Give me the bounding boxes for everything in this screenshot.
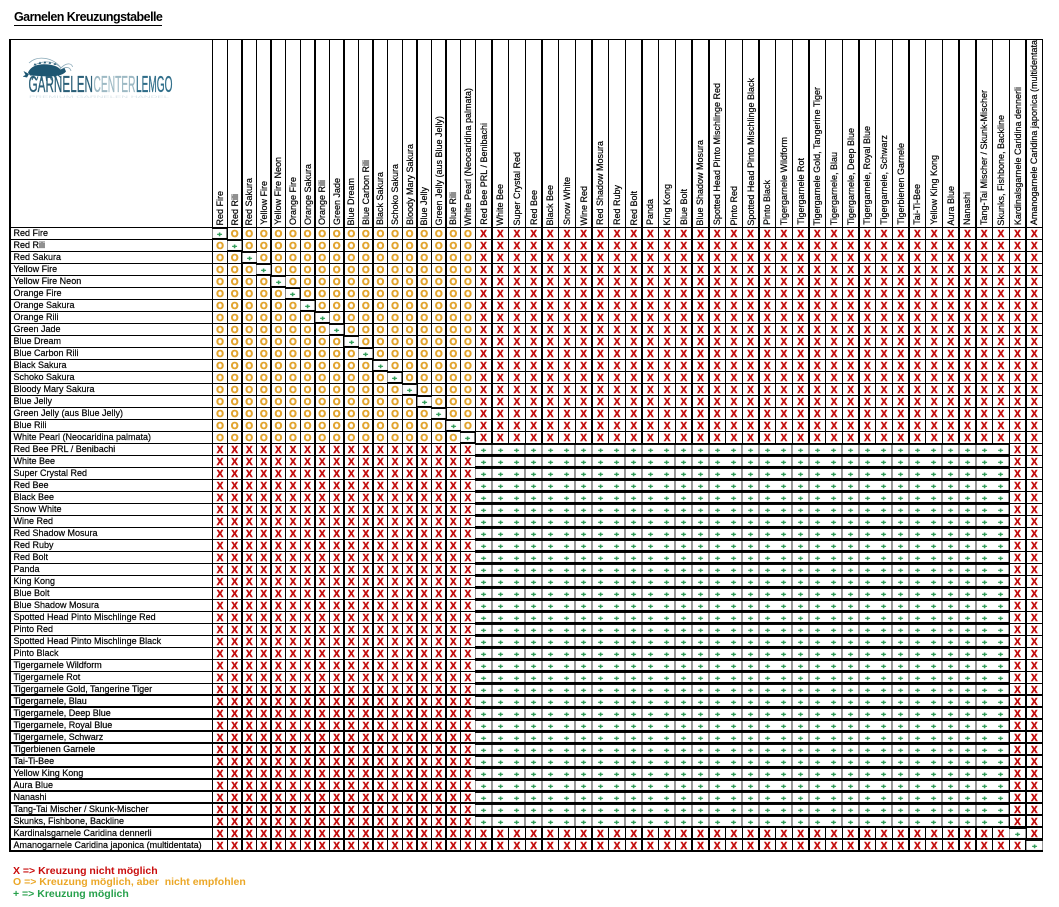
svg-text:GARNELEN: GARNELEN	[28, 71, 93, 97]
svg-text:PREMIUM GARNELEN HANDEL: PREMIUM GARNELEN HANDEL	[29, 94, 169, 98]
svg-text:LEMGO: LEMGO	[136, 71, 173, 97]
svg-text:CENTER: CENTER	[93, 71, 135, 97]
